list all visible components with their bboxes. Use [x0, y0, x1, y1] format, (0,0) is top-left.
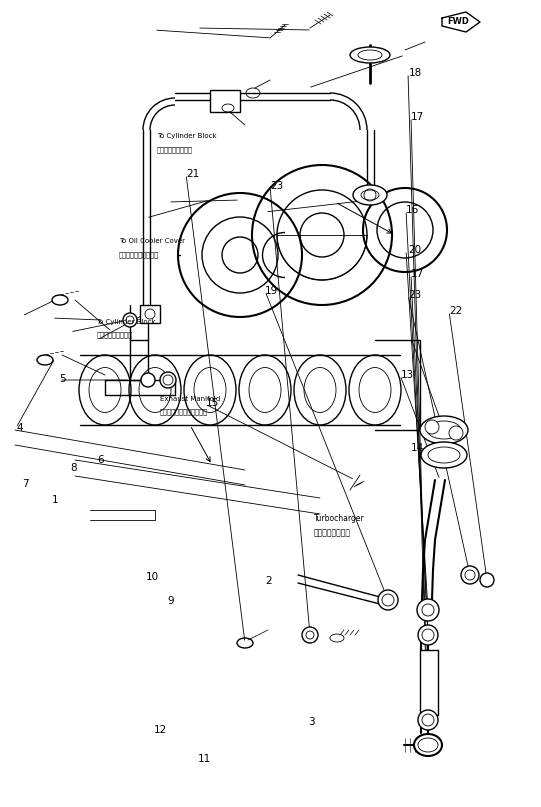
Bar: [140, 305, 160, 323]
Circle shape: [145, 309, 155, 319]
Text: 1: 1: [51, 495, 58, 505]
Text: 20: 20: [408, 245, 421, 255]
Ellipse shape: [350, 47, 390, 63]
Text: 22: 22: [449, 306, 462, 316]
Circle shape: [141, 373, 155, 387]
Text: 15: 15: [206, 399, 219, 408]
Text: オイルクーラカバーへ: オイルクーラカバーへ: [119, 251, 159, 257]
Text: 21: 21: [187, 169, 200, 178]
Text: Exhaust Manifold: Exhaust Manifold: [160, 395, 220, 402]
Text: シリンダブロックへ: シリンダブロックへ: [96, 332, 133, 338]
Text: 9: 9: [168, 596, 174, 606]
Bar: [210, 90, 240, 112]
Circle shape: [418, 710, 438, 730]
Circle shape: [123, 313, 137, 327]
Ellipse shape: [421, 442, 467, 468]
Text: FWD: FWD: [447, 18, 469, 27]
Text: 7: 7: [22, 479, 28, 489]
Text: 11: 11: [197, 754, 210, 763]
Text: エキゾーストマニホールド: エキゾーストマニホールド: [160, 408, 208, 415]
Text: シリンダブロックへ: シリンダブロックへ: [157, 146, 193, 153]
Circle shape: [418, 625, 438, 645]
Circle shape: [417, 599, 439, 621]
Text: 17: 17: [411, 270, 424, 279]
Text: ターボチャージャ: ターボチャージャ: [314, 528, 351, 537]
Text: 2: 2: [265, 576, 272, 586]
Circle shape: [378, 590, 398, 610]
Text: 23: 23: [270, 181, 283, 190]
Text: To Cylinder Block: To Cylinder Block: [157, 133, 216, 140]
Text: 5: 5: [60, 374, 66, 384]
Text: 8: 8: [70, 463, 77, 473]
Text: 6: 6: [97, 455, 104, 465]
Text: 3: 3: [308, 717, 315, 727]
Text: To Oil Cooler Cover: To Oil Cooler Cover: [119, 238, 185, 245]
Text: To Cylinder Block: To Cylinder Block: [96, 319, 156, 325]
Text: 4: 4: [16, 423, 23, 433]
Text: 13: 13: [400, 370, 413, 380]
Text: 18: 18: [408, 68, 421, 77]
Circle shape: [160, 372, 176, 388]
Ellipse shape: [420, 416, 468, 444]
Circle shape: [449, 426, 463, 440]
Circle shape: [302, 627, 318, 643]
Text: 17: 17: [411, 112, 424, 122]
Text: 16: 16: [406, 205, 419, 215]
Circle shape: [425, 420, 439, 434]
Text: Turbocharger: Turbocharger: [314, 514, 365, 524]
Ellipse shape: [414, 734, 442, 756]
Circle shape: [480, 573, 494, 587]
Text: 19: 19: [265, 286, 278, 295]
Text: 12: 12: [154, 725, 167, 735]
Text: 14: 14: [411, 443, 424, 453]
Bar: [420, 650, 438, 715]
Text: 10: 10: [146, 572, 159, 582]
Circle shape: [461, 566, 479, 584]
Text: 23: 23: [408, 290, 421, 299]
Ellipse shape: [353, 185, 387, 205]
